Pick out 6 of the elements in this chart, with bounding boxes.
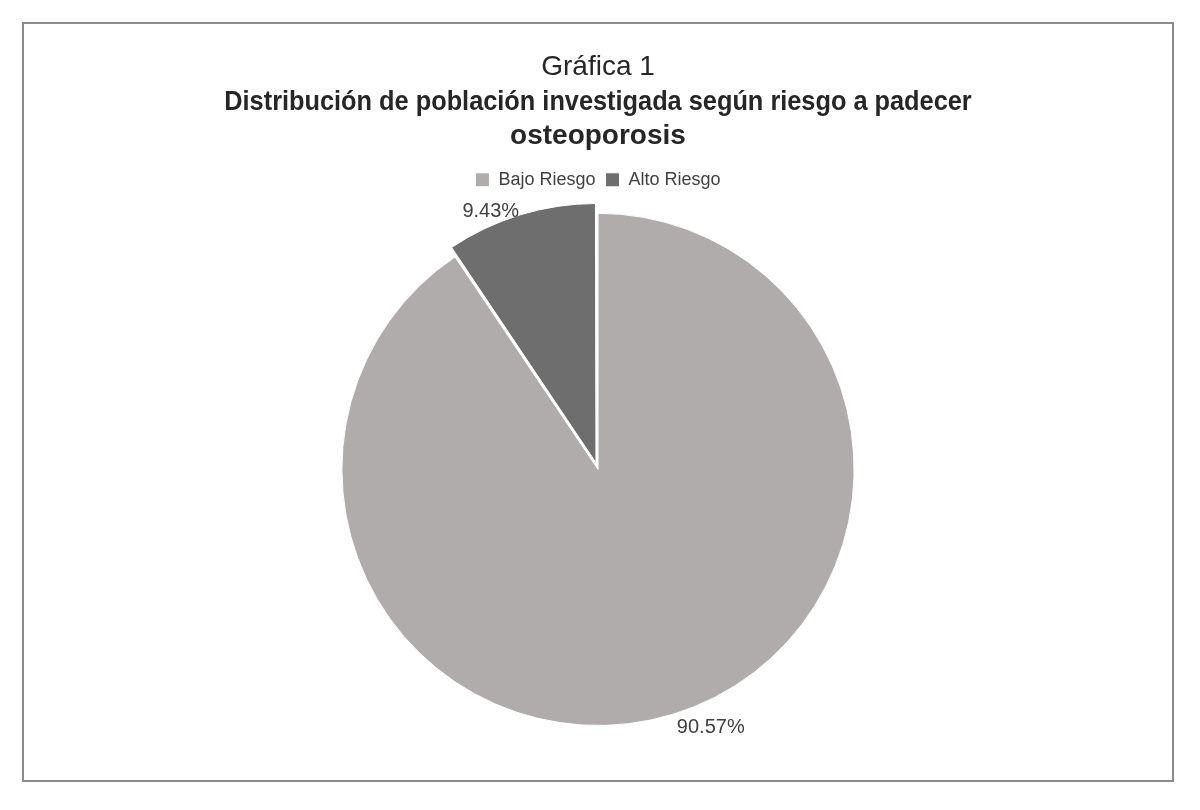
data-label: 9.43% [462, 198, 520, 221]
data-label: 90.57% [676, 715, 745, 738]
chart-subtitle: Distribución de población investigada según riesgo a padecer osteoporosis [224, 84, 972, 150]
legend-label: Bajo Riesgo [498, 168, 596, 189]
chart-title: Gráfica 1 [541, 49, 655, 81]
legend-label: Alto Riesgo [628, 168, 721, 189]
